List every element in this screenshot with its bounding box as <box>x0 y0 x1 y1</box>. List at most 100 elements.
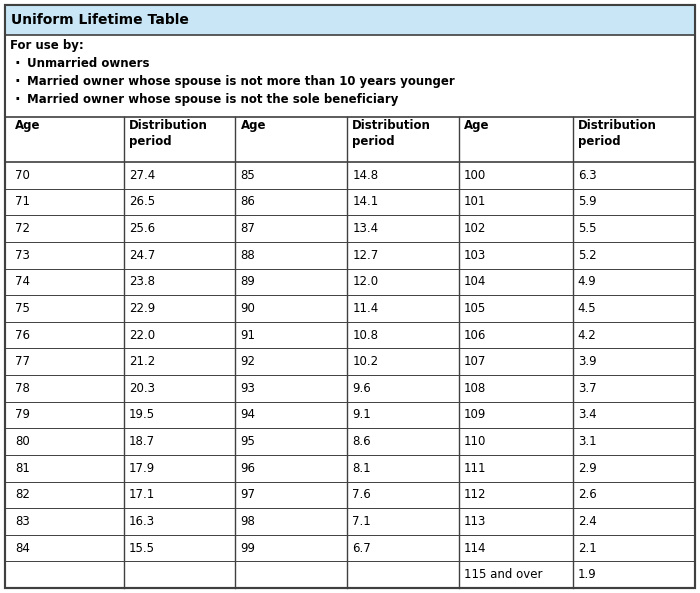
Text: 86: 86 <box>241 196 256 208</box>
Text: ·: · <box>15 56 20 71</box>
Text: 94: 94 <box>241 409 256 422</box>
Text: 10.8: 10.8 <box>352 329 378 342</box>
Text: 93: 93 <box>241 382 256 395</box>
Text: 89: 89 <box>241 275 256 288</box>
Text: 16.3: 16.3 <box>129 515 155 528</box>
Text: 2.1: 2.1 <box>578 541 596 554</box>
Text: 4.9: 4.9 <box>578 275 596 288</box>
Text: 3.7: 3.7 <box>578 382 596 395</box>
Text: 108: 108 <box>464 382 486 395</box>
Text: 104: 104 <box>464 275 486 288</box>
Text: 8.1: 8.1 <box>352 462 371 474</box>
Text: 81: 81 <box>15 462 29 474</box>
Text: 9.1: 9.1 <box>352 409 371 422</box>
Text: 96: 96 <box>241 462 256 474</box>
Text: 112: 112 <box>464 488 486 501</box>
Text: 72: 72 <box>15 222 30 235</box>
Text: 11.4: 11.4 <box>352 302 379 315</box>
Text: 2.6: 2.6 <box>578 488 596 501</box>
Text: 100: 100 <box>464 169 486 182</box>
Text: 19.5: 19.5 <box>129 409 155 422</box>
Text: 4.2: 4.2 <box>578 329 596 342</box>
Text: 3.9: 3.9 <box>578 355 596 368</box>
Text: 78: 78 <box>15 382 29 395</box>
Bar <box>5 5 695 35</box>
Text: 2.4: 2.4 <box>578 515 596 528</box>
Text: 4.5: 4.5 <box>578 302 596 315</box>
Text: For use by:: For use by: <box>10 39 84 52</box>
Text: ·: · <box>15 92 20 107</box>
Text: 7.1: 7.1 <box>352 515 371 528</box>
Text: 18.7: 18.7 <box>129 435 155 448</box>
Text: 107: 107 <box>464 355 486 368</box>
Text: 12.0: 12.0 <box>352 275 379 288</box>
Text: 15.5: 15.5 <box>129 541 155 554</box>
Text: 101: 101 <box>464 196 486 208</box>
Text: 83: 83 <box>15 515 29 528</box>
Text: 114: 114 <box>464 541 486 554</box>
Text: 77: 77 <box>15 355 30 368</box>
Text: 23.8: 23.8 <box>129 275 155 288</box>
Text: 92: 92 <box>241 355 256 368</box>
Text: 71: 71 <box>15 196 30 208</box>
Text: 9.6: 9.6 <box>352 382 371 395</box>
Text: 6.3: 6.3 <box>578 169 596 182</box>
Text: 25.6: 25.6 <box>129 222 155 235</box>
Text: 111: 111 <box>464 462 486 474</box>
Text: 21.2: 21.2 <box>129 355 155 368</box>
Text: 98: 98 <box>241 515 256 528</box>
Text: Unmarried owners: Unmarried owners <box>27 57 150 70</box>
Bar <box>5 35 695 117</box>
Text: 76: 76 <box>15 329 30 342</box>
Text: 27.4: 27.4 <box>129 169 155 182</box>
Text: 95: 95 <box>241 435 256 448</box>
Text: Uniform Lifetime Table: Uniform Lifetime Table <box>11 13 189 27</box>
Text: 3.4: 3.4 <box>578 409 596 422</box>
Text: 80: 80 <box>15 435 29 448</box>
Text: 22.9: 22.9 <box>129 302 155 315</box>
Text: 85: 85 <box>241 169 256 182</box>
Text: 5.2: 5.2 <box>578 248 596 262</box>
Text: 17.9: 17.9 <box>129 462 155 474</box>
Text: 97: 97 <box>241 488 256 501</box>
Text: Married owner whose spouse is not the sole beneficiary: Married owner whose spouse is not the so… <box>27 93 398 106</box>
Text: 13.4: 13.4 <box>352 222 379 235</box>
Text: 102: 102 <box>464 222 486 235</box>
Text: 7.6: 7.6 <box>352 488 371 501</box>
Text: Distribution
period: Distribution period <box>578 119 657 148</box>
Text: Distribution
period: Distribution period <box>129 119 208 148</box>
Text: 1.9: 1.9 <box>578 568 596 581</box>
Text: 73: 73 <box>15 248 29 262</box>
Text: 70: 70 <box>15 169 29 182</box>
Text: Married owner whose spouse is not more than 10 years younger: Married owner whose spouse is not more t… <box>27 75 455 88</box>
Text: 106: 106 <box>464 329 486 342</box>
Text: 79: 79 <box>15 409 30 422</box>
Text: 6.7: 6.7 <box>352 541 371 554</box>
Text: 22.0: 22.0 <box>129 329 155 342</box>
Text: 20.3: 20.3 <box>129 382 155 395</box>
Text: 14.1: 14.1 <box>352 196 379 208</box>
Text: Distribution
period: Distribution period <box>352 119 431 148</box>
Text: 99: 99 <box>241 541 256 554</box>
Text: 88: 88 <box>241 248 256 262</box>
Text: 74: 74 <box>15 275 30 288</box>
Text: 14.8: 14.8 <box>352 169 379 182</box>
Text: Age: Age <box>464 119 489 132</box>
Text: 75: 75 <box>15 302 29 315</box>
Text: ·: · <box>15 74 20 89</box>
Text: 113: 113 <box>464 515 486 528</box>
Text: Age: Age <box>15 119 41 132</box>
Text: 84: 84 <box>15 541 29 554</box>
Text: 110: 110 <box>464 435 486 448</box>
Text: 2.9: 2.9 <box>578 462 596 474</box>
Text: 90: 90 <box>241 302 256 315</box>
Text: 109: 109 <box>464 409 486 422</box>
Text: 87: 87 <box>241 222 256 235</box>
Text: 8.6: 8.6 <box>352 435 371 448</box>
Text: 3.1: 3.1 <box>578 435 596 448</box>
Text: 12.7: 12.7 <box>352 248 379 262</box>
Text: 26.5: 26.5 <box>129 196 155 208</box>
Text: 115 and over: 115 and over <box>464 568 542 581</box>
Text: 91: 91 <box>241 329 256 342</box>
Text: 5.5: 5.5 <box>578 222 596 235</box>
